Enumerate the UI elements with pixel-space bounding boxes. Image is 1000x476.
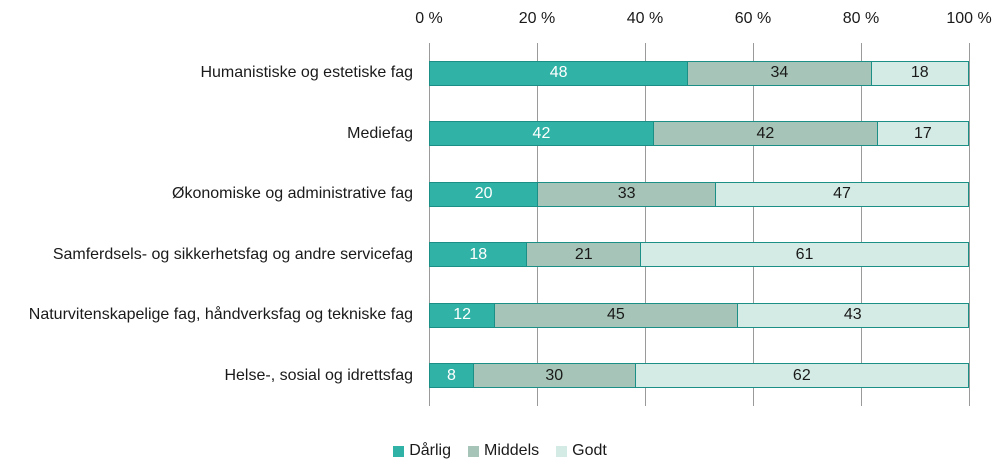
gridline xyxy=(752,43,754,406)
legend-item: Godt xyxy=(556,442,607,460)
x-tick-label: 60 % xyxy=(734,10,772,27)
legend-swatch xyxy=(556,445,568,457)
category-label: Mediefag xyxy=(347,124,413,142)
segment-value-label: 20 xyxy=(474,185,493,203)
plot-area: 48 34 18 42 42 17 20 33 47 18 21 61 12 45 43 8 30 62 xyxy=(428,43,970,406)
bar-segment-middels: 42 xyxy=(652,121,878,147)
gridline xyxy=(968,43,970,406)
bar-segment-middels: 45 xyxy=(494,302,738,328)
bar-segment-middels: 34 xyxy=(687,60,872,86)
bar-segment-dårlig: 20 xyxy=(429,181,539,207)
bar-segment-middels: 21 xyxy=(526,242,642,268)
bar-row: 48 34 18 xyxy=(429,60,969,86)
segment-value-label: 47 xyxy=(833,185,851,203)
x-tick-label: 20 % xyxy=(518,10,556,27)
x-tick-label: 0 % xyxy=(415,10,443,27)
bar-segment-middels: 33 xyxy=(537,181,717,207)
gridline xyxy=(428,43,430,406)
x-tick-label: 100 % xyxy=(946,10,992,27)
segment-value-label: 42 xyxy=(532,124,551,142)
bar-row: 12 45 43 xyxy=(429,302,969,328)
gridline xyxy=(860,43,862,406)
bar-segment-godt: 43 xyxy=(736,302,969,328)
bar-segment-dårlig: 18 xyxy=(429,242,528,268)
bar-segment-godt: 62 xyxy=(634,363,969,389)
category-label: Humanistiske og estetiske fag xyxy=(200,64,413,82)
bar-row: 42 42 17 xyxy=(429,121,969,147)
legend-label: Middels xyxy=(483,442,540,459)
bar-row: 8 30 62 xyxy=(429,363,969,389)
gridline xyxy=(536,43,538,406)
segment-value-label: 18 xyxy=(910,64,929,82)
bar-segment-dårlig: 12 xyxy=(429,302,496,328)
bar-segment-dårlig: 42 xyxy=(429,121,654,147)
category-labels: Humanistiske og estetiske fag Mediefag Øko… xyxy=(0,43,421,406)
segment-value-label: 42 xyxy=(756,124,775,142)
segment-value-label: 34 xyxy=(770,64,789,82)
legend-swatch xyxy=(393,445,405,457)
x-tick-label: 80 % xyxy=(842,10,880,27)
bar-segment-godt: 17 xyxy=(876,121,969,147)
legend: Dårlig Middels Godt xyxy=(0,442,1000,460)
segment-value-label: 33 xyxy=(617,185,636,203)
segment-value-label: 45 xyxy=(607,306,625,324)
legend-item: Middels xyxy=(467,442,540,460)
category-label: Helse-, sosial og idrettsfag xyxy=(224,366,413,384)
category-label: Økonomiske og administrative fag xyxy=(172,185,413,203)
segment-value-label: 30 xyxy=(545,366,564,384)
segment-value-label: 17 xyxy=(913,124,932,142)
bar-segment-dårlig: 8 xyxy=(429,363,474,389)
bar-row: 18 21 61 xyxy=(429,242,969,268)
category-label: Naturvitenskapelige fag, håndverksfag og… xyxy=(28,306,413,324)
x-tick-label: 40 % xyxy=(626,10,664,27)
legend-label: Godt xyxy=(572,442,607,459)
bar-segment-godt: 61 xyxy=(640,242,969,268)
bar-segment-godt: 18 xyxy=(870,60,969,86)
segment-value-label: 62 xyxy=(792,366,811,384)
segment-value-label: 21 xyxy=(574,245,593,263)
bar-segment-dårlig: 48 xyxy=(429,60,689,86)
bar-segment-godt: 47 xyxy=(715,181,969,207)
segment-value-label: 8 xyxy=(446,366,456,384)
bar-segment-middels: 30 xyxy=(472,363,636,389)
category-label: Samferdsels- og sikkerhetsfag og andre s… xyxy=(52,245,413,263)
legend-label: Dårlig xyxy=(409,442,451,459)
segment-value-label: 48 xyxy=(549,64,568,82)
segment-value-label: 12 xyxy=(453,306,472,324)
segment-value-label: 18 xyxy=(469,245,488,263)
segment-value-label: 61 xyxy=(795,245,814,263)
legend-swatch xyxy=(467,445,479,457)
legend-item: Dårlig xyxy=(393,442,451,460)
x-axis: 0 % 20 % 40 % 60 % 80 % 100 % xyxy=(415,8,991,34)
bar-row: 20 33 47 xyxy=(429,181,969,207)
segment-value-label: 43 xyxy=(843,306,862,324)
gridline xyxy=(644,43,646,406)
